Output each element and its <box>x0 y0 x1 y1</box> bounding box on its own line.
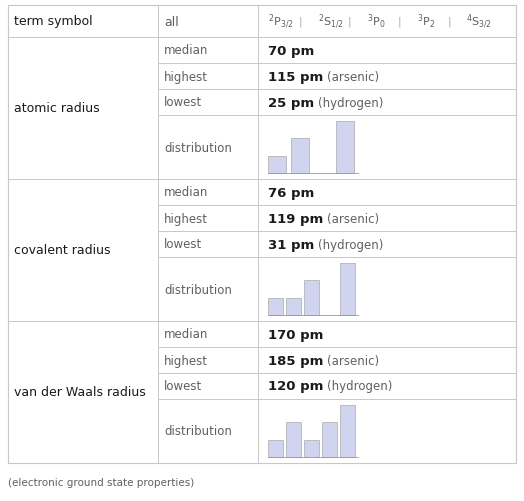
Bar <box>304 440 319 457</box>
Text: $^2\mathrm{S}_{1/2}$: $^2\mathrm{S}_{1/2}$ <box>318 13 344 31</box>
Text: (hydrogen): (hydrogen) <box>318 238 384 251</box>
Text: distribution: distribution <box>164 283 232 296</box>
Text: $^3\mathrm{P}_2$: $^3\mathrm{P}_2$ <box>417 13 435 31</box>
Text: highest: highest <box>164 212 208 225</box>
Text: covalent radius: covalent radius <box>14 244 111 257</box>
Text: van der Waals radius: van der Waals radius <box>14 386 146 399</box>
Bar <box>268 298 283 315</box>
Text: (arsenic): (arsenic) <box>328 212 379 225</box>
Text: $^3\mathrm{P}_0$: $^3\mathrm{P}_0$ <box>367 13 386 31</box>
Text: |: | <box>447 17 451 27</box>
Text: (hydrogen): (hydrogen) <box>318 96 384 109</box>
Text: lowest: lowest <box>164 238 202 251</box>
Text: 31 pm: 31 pm <box>268 238 314 251</box>
Bar <box>268 440 283 457</box>
Bar <box>322 422 337 457</box>
Text: median: median <box>164 45 209 58</box>
Text: distribution: distribution <box>164 425 232 438</box>
Text: (arsenic): (arsenic) <box>328 354 379 367</box>
Text: highest: highest <box>164 70 208 83</box>
Text: (electronic ground state properties): (electronic ground state properties) <box>8 477 194 487</box>
Bar <box>268 156 287 174</box>
Text: |: | <box>299 17 302 27</box>
Text: (hydrogen): (hydrogen) <box>328 380 393 393</box>
Text: highest: highest <box>164 354 208 367</box>
Text: median: median <box>164 186 209 199</box>
Text: 115 pm: 115 pm <box>268 70 323 83</box>
Text: median: median <box>164 328 209 341</box>
Text: lowest: lowest <box>164 380 202 393</box>
Bar <box>340 405 355 457</box>
Bar <box>340 264 355 315</box>
Bar <box>335 122 354 174</box>
Text: term symbol: term symbol <box>14 16 93 29</box>
Text: |: | <box>348 17 352 27</box>
Bar <box>286 422 301 457</box>
Bar <box>290 139 309 174</box>
Text: 170 pm: 170 pm <box>268 328 323 341</box>
Text: 185 pm: 185 pm <box>268 354 323 367</box>
Text: distribution: distribution <box>164 141 232 154</box>
Text: (arsenic): (arsenic) <box>328 70 379 83</box>
Text: 120 pm: 120 pm <box>268 380 323 393</box>
Text: atomic radius: atomic radius <box>14 102 100 115</box>
Text: 70 pm: 70 pm <box>268 45 314 58</box>
Text: 76 pm: 76 pm <box>268 186 314 199</box>
Text: lowest: lowest <box>164 96 202 109</box>
Text: 25 pm: 25 pm <box>268 96 314 109</box>
Text: |: | <box>398 17 401 27</box>
Text: $^2\mathrm{P}_{3/2}$: $^2\mathrm{P}_{3/2}$ <box>268 13 293 31</box>
Text: $^4\mathrm{S}_{3/2}$: $^4\mathrm{S}_{3/2}$ <box>466 13 493 31</box>
Text: 119 pm: 119 pm <box>268 212 323 225</box>
Bar <box>304 281 319 315</box>
Text: all: all <box>164 16 179 29</box>
Bar <box>286 298 301 315</box>
